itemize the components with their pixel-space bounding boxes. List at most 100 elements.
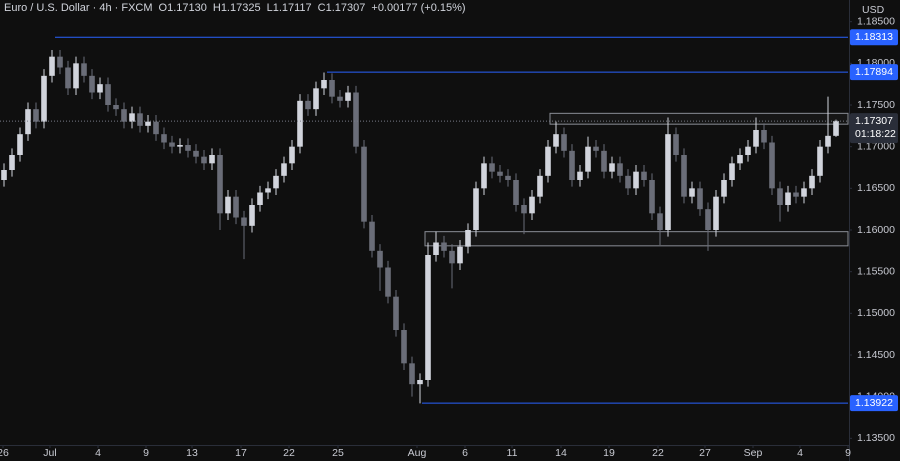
candle-body (825, 135, 831, 147)
symbol-title[interactable]: Euro / U.S. Dollar · 4h · FXCM (4, 2, 153, 14)
x-tick-label: 22 (652, 447, 664, 459)
candle-body (417, 380, 423, 385)
candle-body (505, 175, 511, 180)
candle-body (137, 113, 143, 126)
candle-body (121, 109, 127, 122)
x-tick-label: 14 (555, 447, 567, 459)
candle-body (161, 134, 167, 143)
candle-body (745, 146, 751, 155)
candle-body (361, 146, 367, 222)
candle-body (409, 363, 415, 385)
countdown: 01:18:22 (855, 128, 896, 140)
x-tick-label: 25 (332, 447, 344, 459)
candle-body (681, 155, 687, 197)
candle-body (665, 134, 671, 230)
candle-body (329, 80, 335, 97)
x-tick-label: 19 (603, 447, 615, 459)
candle-body (209, 155, 215, 164)
candle-body (257, 192, 263, 205)
zone (549, 112, 849, 125)
level-label-box (850, 395, 898, 412)
candle-body (441, 242, 447, 251)
candle-body (577, 171, 583, 180)
x-tick-label: 9 (143, 447, 149, 459)
candle-body (217, 155, 223, 214)
candle-body (145, 121, 151, 126)
candle-body (593, 146, 599, 151)
y-tick-label: 1.16500 (857, 182, 895, 194)
x-tick-label: 4 (797, 447, 803, 459)
ohlc-low: L1.17117 (266, 2, 312, 14)
candle-body (537, 175, 543, 197)
y-tick-label: 1.14500 (857, 349, 895, 361)
change: +0.00177 (+0.15%) (371, 2, 466, 14)
candle-body (345, 92, 351, 101)
candle-body (481, 163, 487, 189)
candle-body (369, 221, 375, 251)
x-tick-label: 22 (283, 447, 295, 459)
y-tick-label: 1.17000 (857, 140, 895, 152)
candle-body (385, 267, 391, 297)
candle-body (793, 192, 799, 197)
candle-body (601, 150, 607, 172)
candle-body (545, 146, 551, 176)
x-tick-label: Jul (43, 447, 56, 459)
candle-body (113, 105, 119, 110)
candle-body (473, 188, 479, 230)
candle-body (609, 163, 615, 172)
candle-body (9, 155, 15, 170)
candle-body (425, 255, 431, 380)
candle-body (225, 196, 231, 214)
candle-body (201, 156, 207, 164)
candle-body (641, 171, 647, 180)
candle-body (65, 67, 71, 89)
candle-body (489, 163, 495, 172)
candle-body (649, 180, 655, 214)
candle-body (817, 146, 823, 176)
candle-body (233, 196, 239, 218)
candle-body (241, 217, 247, 226)
y-tick-label: 1.13500 (857, 432, 895, 444)
candle-body (33, 109, 39, 122)
candle-body (433, 242, 439, 255)
y-tick-label: 1.17500 (857, 99, 895, 111)
candle-body (497, 171, 503, 176)
x-tick-label: 13 (186, 447, 198, 459)
level-label: 1.18313 (855, 31, 893, 43)
candle-body (73, 63, 79, 89)
candle-body (337, 96, 343, 101)
candle-body (49, 56, 55, 76)
candle-body (625, 175, 631, 189)
candle-body (465, 230, 471, 247)
candle-body (801, 188, 807, 197)
candle-body (353, 92, 359, 147)
candle-body (41, 75, 47, 122)
x-tick-label: 9 (845, 447, 851, 459)
level-label-box (850, 29, 898, 46)
candle-body (89, 75, 95, 93)
candle-body (721, 180, 727, 197)
candle-body (833, 121, 839, 136)
candle-body (777, 188, 783, 205)
candle-body (737, 155, 743, 164)
candle-body (289, 146, 295, 164)
candle-body (809, 175, 815, 189)
candle-body (617, 163, 623, 176)
last-price-box (850, 113, 898, 144)
currency-box[interactable] (852, 0, 882, 20)
y-tick-label: 1.18000 (857, 57, 895, 69)
candle-body (697, 188, 703, 210)
ohlc-close: C1.17307 (317, 2, 366, 14)
y-tick-label: 1.18500 (857, 15, 895, 27)
ohlc-high: H1.17325 (212, 2, 261, 14)
x-tick-label: Aug (408, 447, 427, 459)
x-tick-label: 4 (95, 447, 101, 459)
candle-body (249, 205, 255, 226)
candle-body (305, 100, 311, 110)
candle-body (393, 296, 399, 330)
zone (424, 231, 849, 247)
candle-body (129, 113, 135, 122)
candle-body (97, 84, 103, 93)
candle-body (753, 130, 759, 147)
